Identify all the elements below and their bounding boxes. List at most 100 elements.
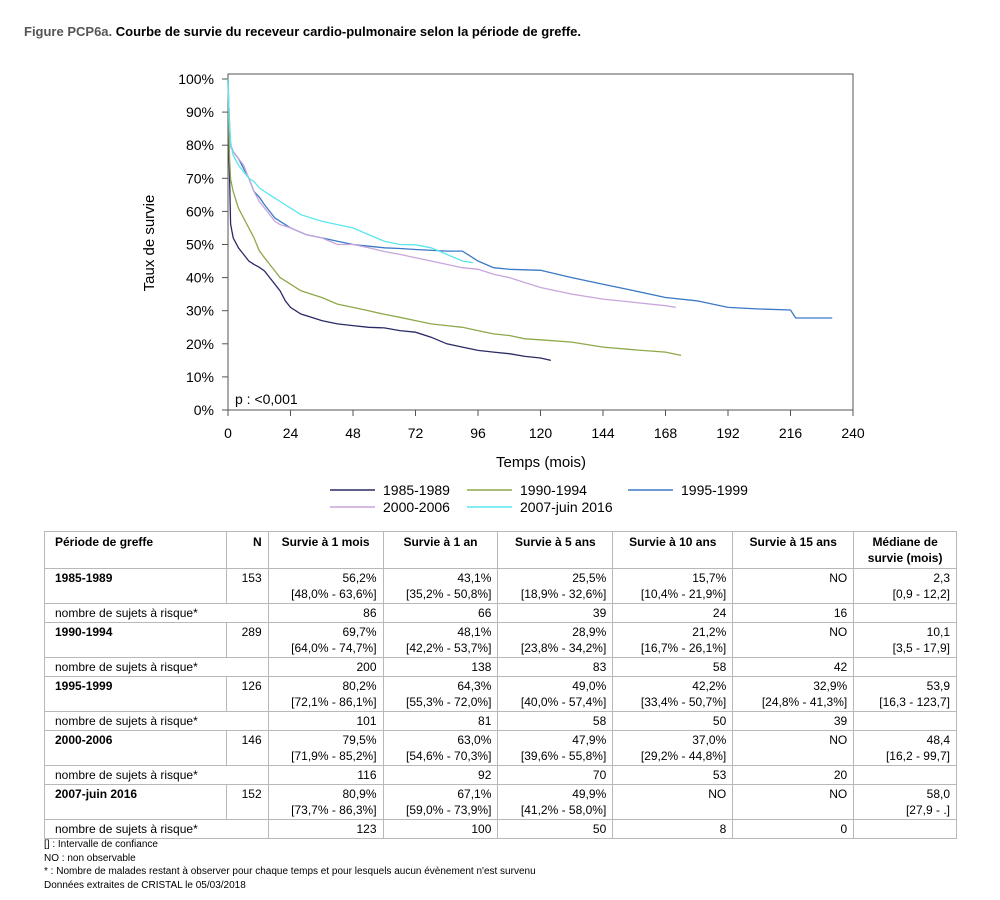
y-tick-label: 0% bbox=[194, 402, 214, 418]
risk-value: 39 bbox=[833, 714, 848, 728]
risk-cell-empty bbox=[853, 603, 957, 623]
survival-cell-median: 53,9 [16,3 - 123,7] bbox=[853, 676, 957, 712]
y-tick-label: 30% bbox=[186, 303, 214, 319]
y-tick-label: 10% bbox=[186, 369, 214, 385]
period-text: 1995-1999 bbox=[55, 679, 113, 693]
risk-cell: 101 bbox=[267, 711, 384, 731]
y-tick-label: 60% bbox=[186, 203, 214, 219]
confidence-interval: [29,2% - 44,8%] bbox=[640, 749, 727, 763]
n-cell: 126 bbox=[225, 676, 269, 712]
survival-value: 69,7% bbox=[342, 625, 377, 639]
risk-cell: 53 bbox=[612, 765, 734, 785]
period-cell: 2007-juin 2016 bbox=[44, 784, 227, 820]
confidence-interval: [18,9% - 32,6%] bbox=[520, 587, 607, 601]
x-tick-label: 144 bbox=[591, 425, 615, 441]
confidence-interval: [3,5 - 17,9] bbox=[892, 641, 950, 655]
x-tick-label: 72 bbox=[408, 425, 424, 441]
survival-cell-y10: NO bbox=[612, 784, 734, 820]
figure-title-text: Courbe de survie du receveur cardio-pulm… bbox=[115, 24, 582, 39]
n-value: 289 bbox=[241, 625, 262, 639]
risk-cell: 100 bbox=[382, 819, 499, 839]
survival-cell-y5: 28,9% [23,8% - 34,2%] bbox=[497, 622, 614, 658]
header-median: Médiane de survie (mois) bbox=[853, 531, 957, 569]
risk-label: nombre de sujets à risque* bbox=[55, 714, 198, 728]
confidence-interval: [16,2 - 99,7] bbox=[885, 749, 950, 763]
risk-row: nombre de sujets à risque* 86 66 39 24 16 bbox=[44, 603, 957, 623]
footnote-no: NO : non observable bbox=[44, 852, 136, 864]
y-tick-label: 40% bbox=[186, 270, 214, 286]
risk-value: 50 bbox=[712, 714, 727, 728]
table-row: 2007-juin 2016 152 80,9% [73,7% - 86,3%] 67,… bbox=[44, 784, 957, 820]
plot-frame bbox=[227, 73, 854, 411]
risk-cell-empty bbox=[853, 711, 957, 731]
period-cell: 1985-1989 bbox=[44, 568, 227, 604]
risk-cell: 16 bbox=[732, 603, 855, 623]
risk-cell: 8 bbox=[612, 819, 734, 839]
table-row: 2000-2006 146 79,5% [71,9% - 85,2%] 63,0% [54… bbox=[44, 730, 957, 766]
header-15-years: Survie à 15 ans bbox=[732, 531, 855, 569]
confidence-interval: [73,7% - 86,3%] bbox=[291, 803, 377, 817]
n-cell: 152 bbox=[225, 784, 269, 820]
survival-cell-m1: 80,2% [72,1% - 86,1%] bbox=[267, 676, 384, 712]
y-tick-label: 90% bbox=[186, 104, 214, 120]
risk-cell: 42 bbox=[732, 657, 855, 677]
risk-cell: 58 bbox=[497, 711, 614, 731]
risk-value: 24 bbox=[712, 606, 727, 620]
risk-cell: 200 bbox=[267, 657, 384, 677]
survival-value: 49,0% bbox=[572, 679, 607, 693]
series-line-1990-1994 bbox=[227, 78, 682, 357]
risk-label-cell: nombre de sujets à risque* bbox=[44, 603, 269, 623]
risk-value: 20 bbox=[833, 768, 848, 782]
risk-value: 101 bbox=[356, 714, 377, 728]
confidence-interval: [42,2% - 53,7%] bbox=[406, 641, 492, 655]
survival-chart: 0% 10% 20% 30% 40% 50% 60% 70% 80% 90% 100% 0 24 48 7… bbox=[141, 71, 865, 515]
period-text: 1990-1994 bbox=[55, 625, 113, 639]
y-tick-label: 20% bbox=[186, 336, 214, 352]
n-cell: 153 bbox=[225, 568, 269, 604]
survival-value: 28,9% bbox=[572, 625, 607, 639]
risk-value: 92 bbox=[478, 768, 492, 782]
confidence-interval: [27,9 - .] bbox=[905, 803, 950, 817]
survival-cell-m1: 79,5% [71,9% - 85,2%] bbox=[267, 730, 384, 766]
survival-value: 63,0% bbox=[457, 733, 492, 747]
legend-label: 1990-1994 bbox=[520, 482, 587, 498]
risk-value: 0 bbox=[840, 822, 848, 836]
header-10-years: Survie à 10 ans bbox=[612, 531, 734, 569]
risk-cell: 50 bbox=[612, 711, 734, 731]
table-body: 1985-1989 153 56,2% [48,0% - 63,6%] 43,1% [35… bbox=[44, 568, 957, 839]
series-line-1995-1999 bbox=[227, 78, 833, 319]
risk-value: 123 bbox=[356, 822, 377, 836]
period-cell: 1990-1994 bbox=[44, 622, 227, 658]
n-value: 146 bbox=[241, 733, 262, 747]
survival-value: 42,2% bbox=[692, 679, 727, 693]
confidence-interval: [24,8% - 41,3%] bbox=[761, 695, 848, 709]
risk-value: 70 bbox=[592, 768, 607, 782]
header-period: Période de greffe bbox=[44, 531, 227, 569]
survival-cell-y10: 42,2% [33,4% - 50,7%] bbox=[612, 676, 734, 712]
confidence-interval: [72,1% - 86,1%] bbox=[291, 695, 377, 709]
figure-label: Figure PCP6a. bbox=[24, 24, 113, 39]
survival-cell-y5: 25,5% [18,9% - 32,6%] bbox=[497, 568, 614, 604]
risk-cell-empty bbox=[853, 819, 957, 839]
risk-value: 16 bbox=[833, 606, 848, 620]
x-tick-label: 168 bbox=[654, 425, 678, 441]
risk-value: 116 bbox=[357, 768, 377, 782]
survival-cell-median: 48,4 [16,2 - 99,7] bbox=[853, 730, 957, 766]
risk-cell: 24 bbox=[612, 603, 734, 623]
figure-title: Figure PCP6a. Courbe de survie du receve… bbox=[24, 24, 581, 39]
period-text: 1985-1989 bbox=[55, 571, 113, 585]
y-axis: 0% 10% 20% 30% 40% 50% 60% 70% 80% 90% 100% bbox=[178, 71, 228, 418]
survival-value: 10,1 bbox=[926, 625, 950, 639]
survival-cell-median: 2,3 [0,9 - 12,2] bbox=[853, 568, 957, 604]
survival-value: 2,3 bbox=[933, 571, 950, 585]
survival-cell-m1: 56,2% [48,0% - 63,6%] bbox=[267, 568, 384, 604]
risk-value: 42 bbox=[833, 660, 848, 674]
n-value: 126 bbox=[241, 679, 262, 693]
survival-cell-m1: 69,7% [64,0% - 74,7%] bbox=[267, 622, 384, 658]
confidence-interval: [39,6% - 55,8%] bbox=[520, 749, 607, 763]
survival-cell-y1: 43,1% [35,2% - 50,8%] bbox=[382, 568, 499, 604]
risk-label-cell: nombre de sujets à risque* bbox=[44, 819, 269, 839]
survival-cell-y15: NO bbox=[732, 622, 855, 658]
survival-value: 25,5% bbox=[572, 571, 607, 585]
risk-value: 200 bbox=[356, 660, 377, 674]
